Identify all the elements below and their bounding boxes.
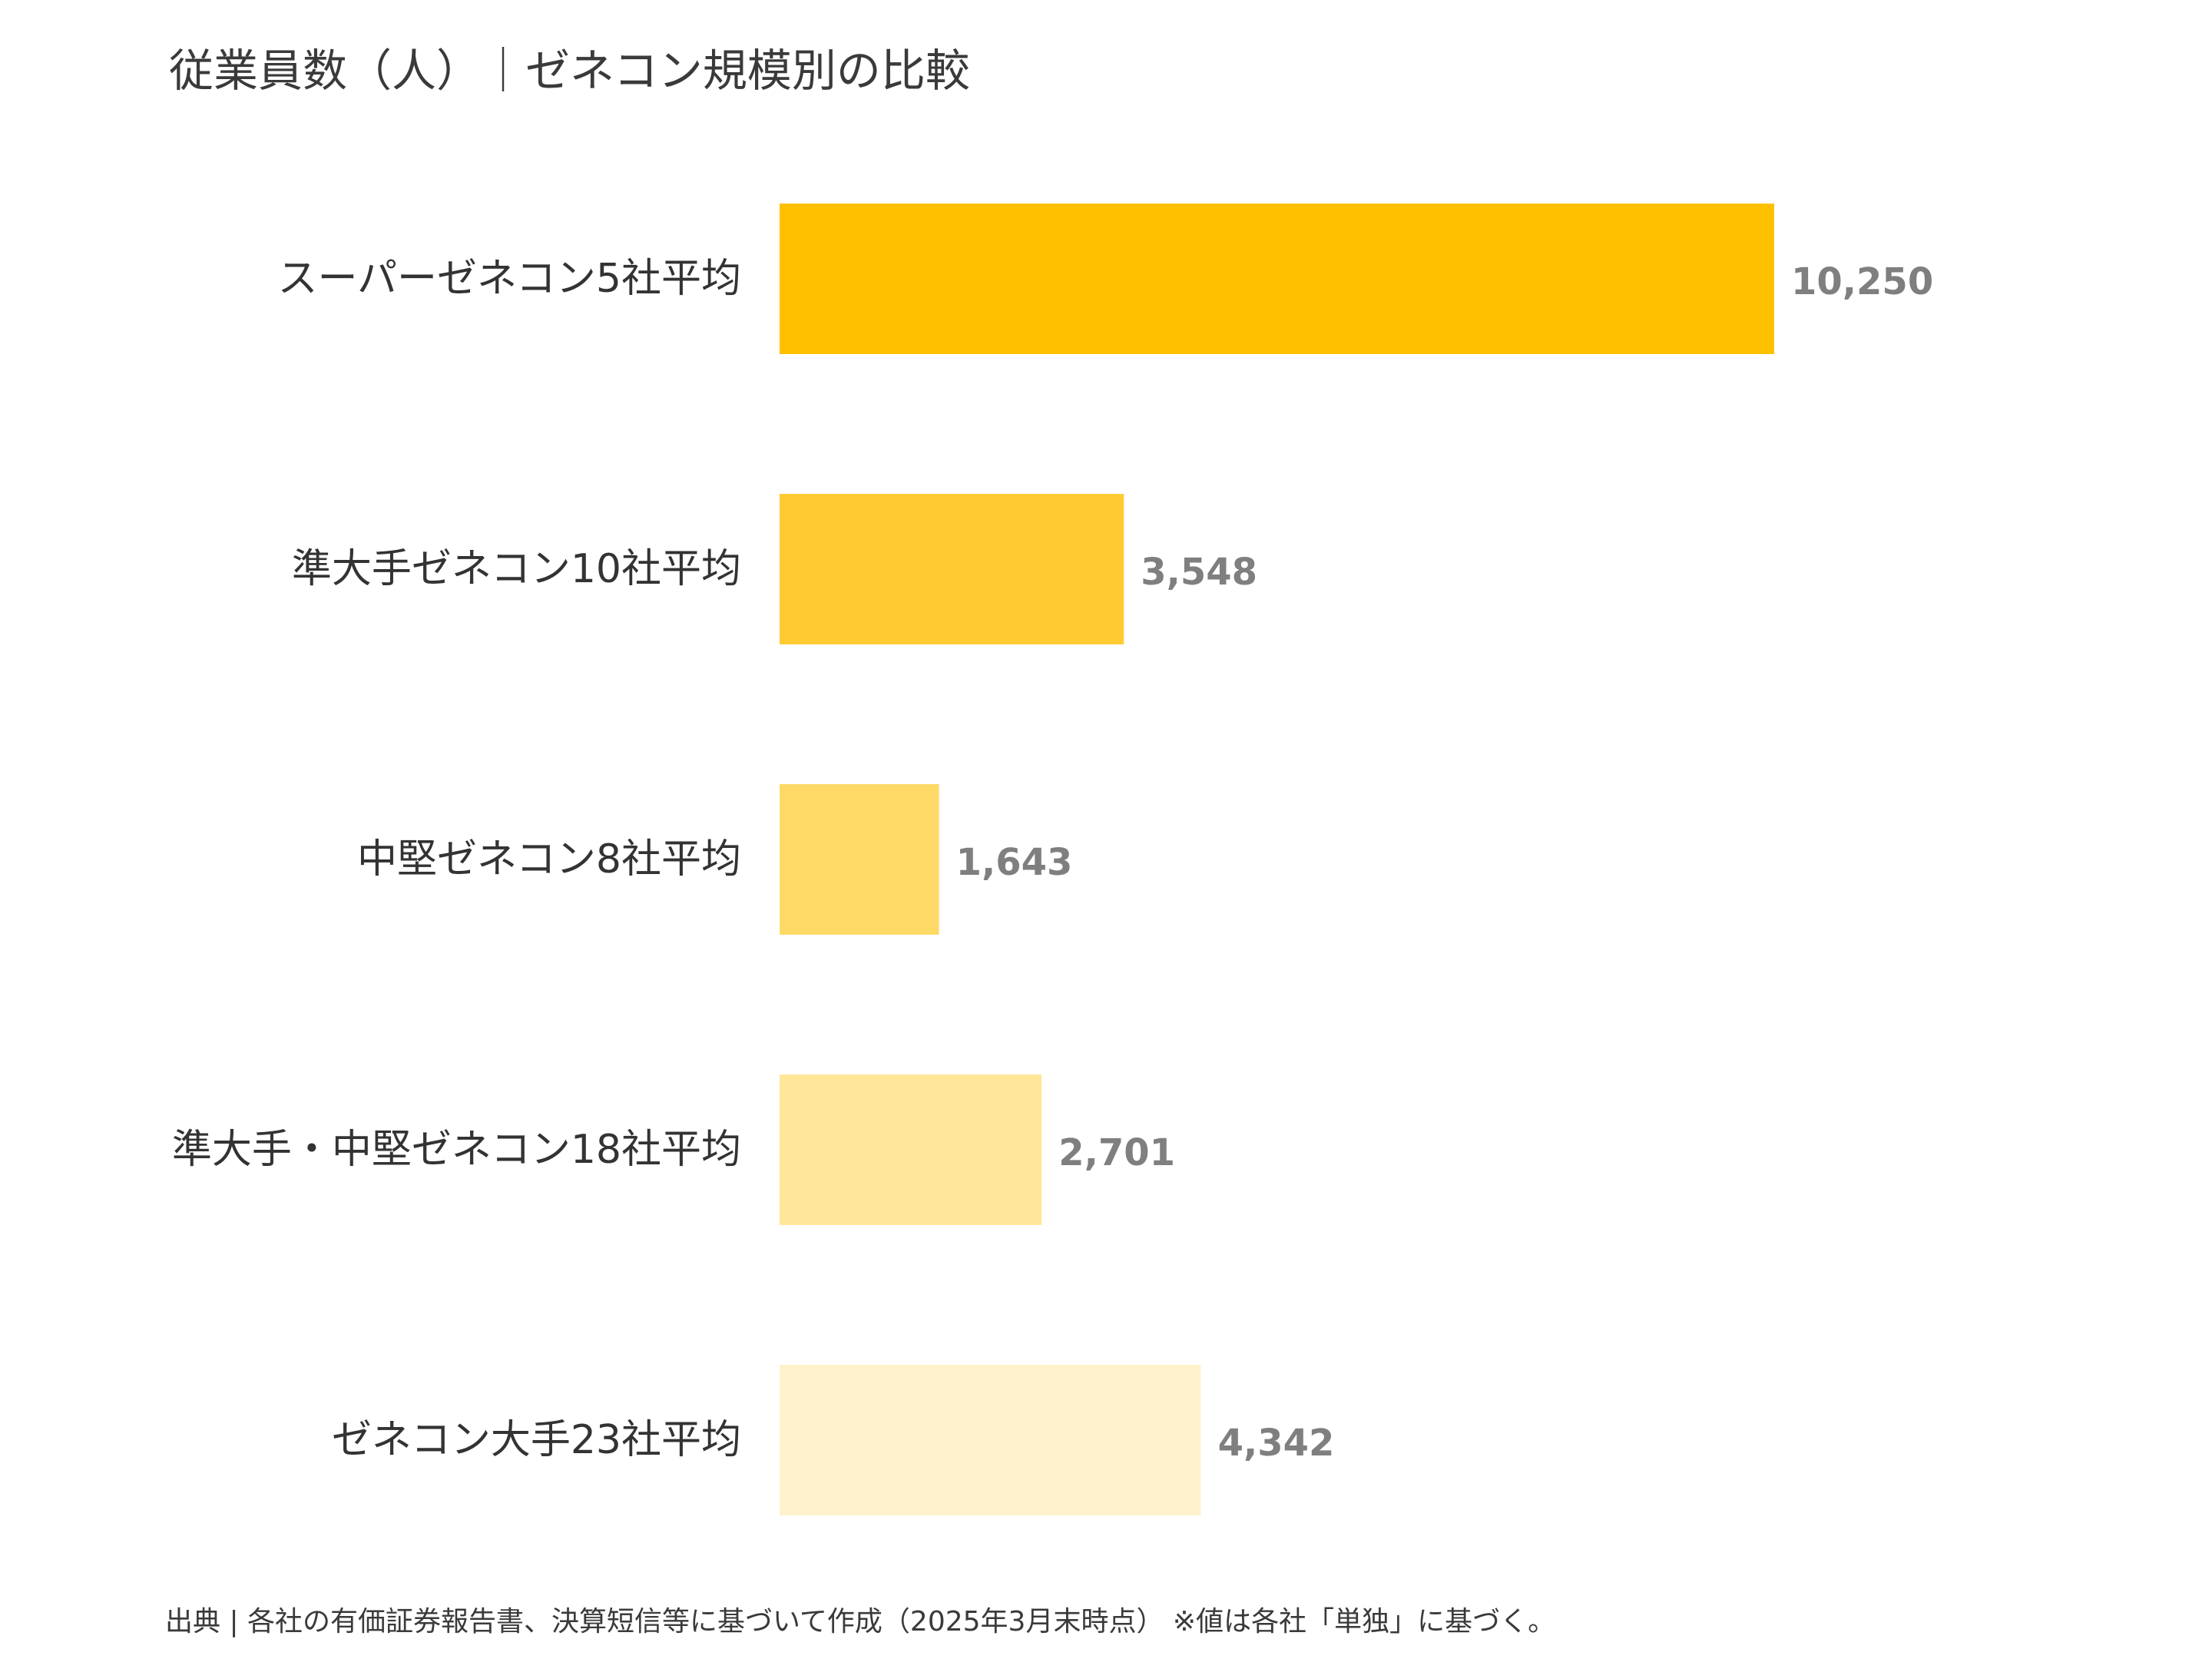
bar-4	[780, 1365, 1201, 1515]
bar-2	[780, 784, 939, 935]
value-label-2: 1,643	[956, 841, 1073, 884]
bar-3	[780, 1075, 1042, 1225]
category-label-3: 準大手・中堅ゼネコン18社平均	[172, 1127, 741, 1173]
category-label-2: 中堅ゼネコン8社平均	[357, 836, 741, 882]
value-label-1: 3,548	[1141, 551, 1257, 594]
bar-0	[780, 204, 1774, 354]
value-label-3: 2,701	[1058, 1131, 1175, 1174]
category-label-0: スーパーゼネコン5社平均	[277, 256, 741, 302]
source-note: 出典 | 各社の有価証券報告書、決算短信等に基づいて作成（2025年3月末時点）…	[165, 1606, 1556, 1637]
chart-title: 従業員数（人）｜ゼネコン規模別の比較	[169, 45, 970, 97]
bar-1	[780, 494, 1124, 644]
value-label-0: 10,250	[1791, 260, 1933, 303]
value-label-4: 4,342	[1218, 1422, 1335, 1465]
category-label-1: 準大手ゼネコン10社平均	[292, 546, 741, 592]
category-label-4: ゼネコン大手23社平均	[332, 1417, 741, 1463]
